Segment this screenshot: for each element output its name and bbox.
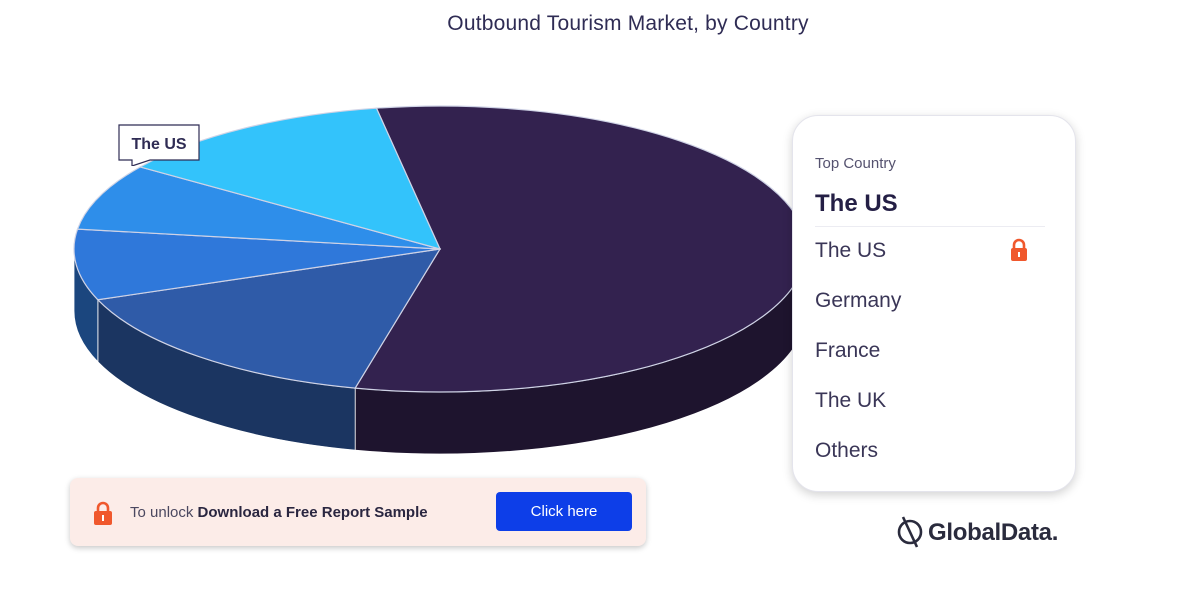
unlock-prefix: To unlock	[130, 504, 194, 521]
country-item[interactable]: Germany	[815, 286, 1045, 336]
pie-callout: The US	[118, 124, 200, 166]
country-label: The US	[815, 239, 887, 262]
chart-title: Outbound Tourism Market, by Country	[447, 12, 809, 35]
unlock-text: To unlock Download a Free Report Sample	[130, 504, 428, 521]
lock-icon[interactable]	[1009, 238, 1029, 262]
panel-heading: Top Country	[815, 155, 896, 172]
country-list: The US Germany France The UK Others	[815, 236, 1045, 486]
country-item[interactable]: The UK	[815, 386, 1045, 436]
pie-slice-2[interactable]	[73, 228, 441, 301]
country-item[interactable]: France	[815, 336, 1045, 386]
unlock-link-text: Download a Free Report Sample	[197, 504, 428, 521]
pie-slice-1[interactable]	[96, 248, 442, 389]
country-label: France	[815, 339, 881, 362]
top-country-value: The US	[815, 190, 898, 217]
top-country-panel: Top Country The US The US Germany France…	[792, 115, 1076, 492]
brand-name: GlobalData.	[928, 519, 1059, 546]
country-label: Others	[815, 439, 879, 462]
panel-divider	[815, 226, 1045, 227]
globaldata-logo-icon	[897, 516, 923, 548]
click-here-button[interactable]: Click here	[496, 492, 632, 531]
unlock-banner: To unlock Download a Free Report Sample …	[70, 478, 646, 546]
country-label: The UK	[815, 389, 887, 412]
country-item[interactable]: Others	[815, 436, 1045, 486]
country-label: Germany	[815, 289, 902, 312]
pie-slice-3[interactable]	[76, 166, 441, 250]
country-item[interactable]: The US	[815, 236, 1045, 286]
lock-icon	[94, 501, 112, 525]
callout-label: The US	[131, 136, 187, 153]
